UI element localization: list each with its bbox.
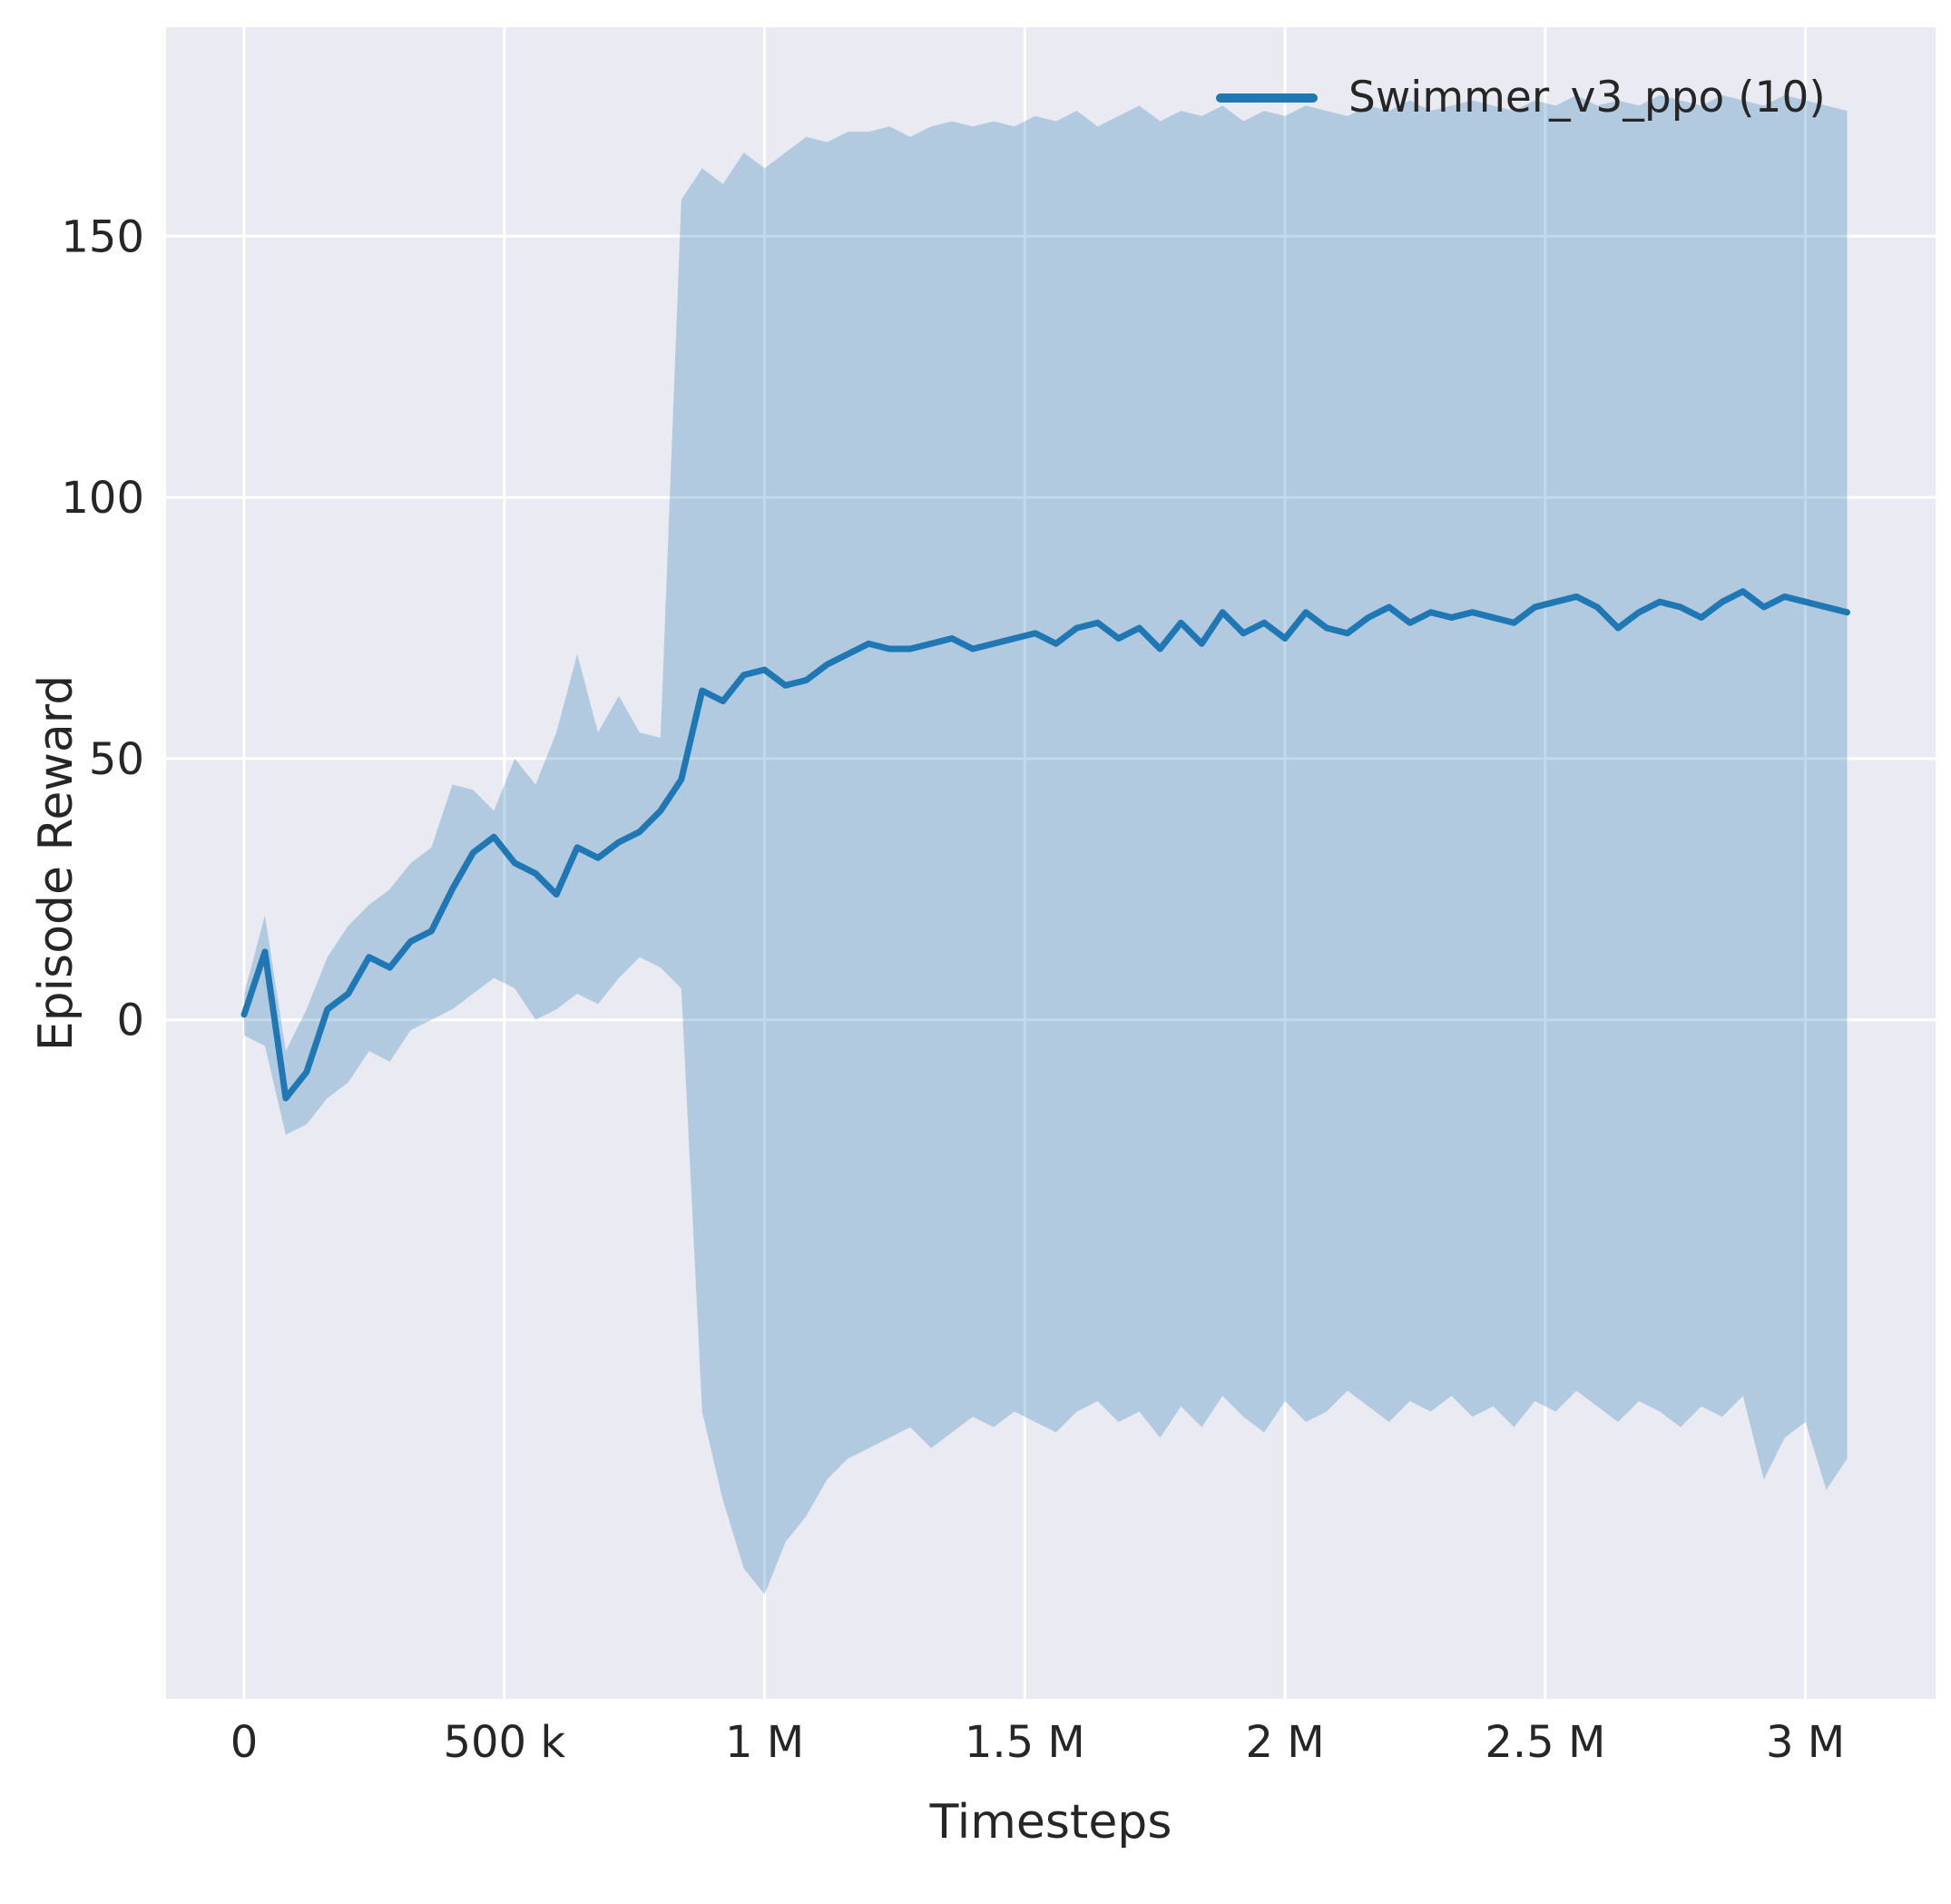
y-tick-label: 0 (116, 996, 144, 1046)
x-tick-label: 3 M (1766, 1717, 1845, 1768)
y-tick-label: 150 (61, 211, 144, 262)
x-tick-label: 2 M (1245, 1717, 1324, 1768)
mean-line (240, 588, 1850, 1102)
legend: Swimmer_v3_ppo (10) (1216, 73, 1826, 123)
legend-label: Swimmer_v3_ppo (10) (1348, 73, 1826, 123)
x-tick-label: 1 M (725, 1717, 804, 1768)
y-tick-label: 50 (89, 734, 144, 785)
plot-background (166, 27, 1936, 1699)
x-tick-label: 2.5 M (1485, 1717, 1605, 1768)
y-tick-label: 100 (61, 473, 144, 524)
x-tick-label: 0 (230, 1717, 259, 1768)
x-tick-label: 1.5 M (965, 1717, 1085, 1768)
confidence-band (244, 94, 1848, 1595)
x-axis-label: Timesteps (929, 1795, 1172, 1850)
x-tick-label: 500 k (443, 1717, 565, 1768)
y-axis-label: Episode Reward (29, 674, 83, 1052)
legend-line-swatch (1216, 93, 1318, 103)
